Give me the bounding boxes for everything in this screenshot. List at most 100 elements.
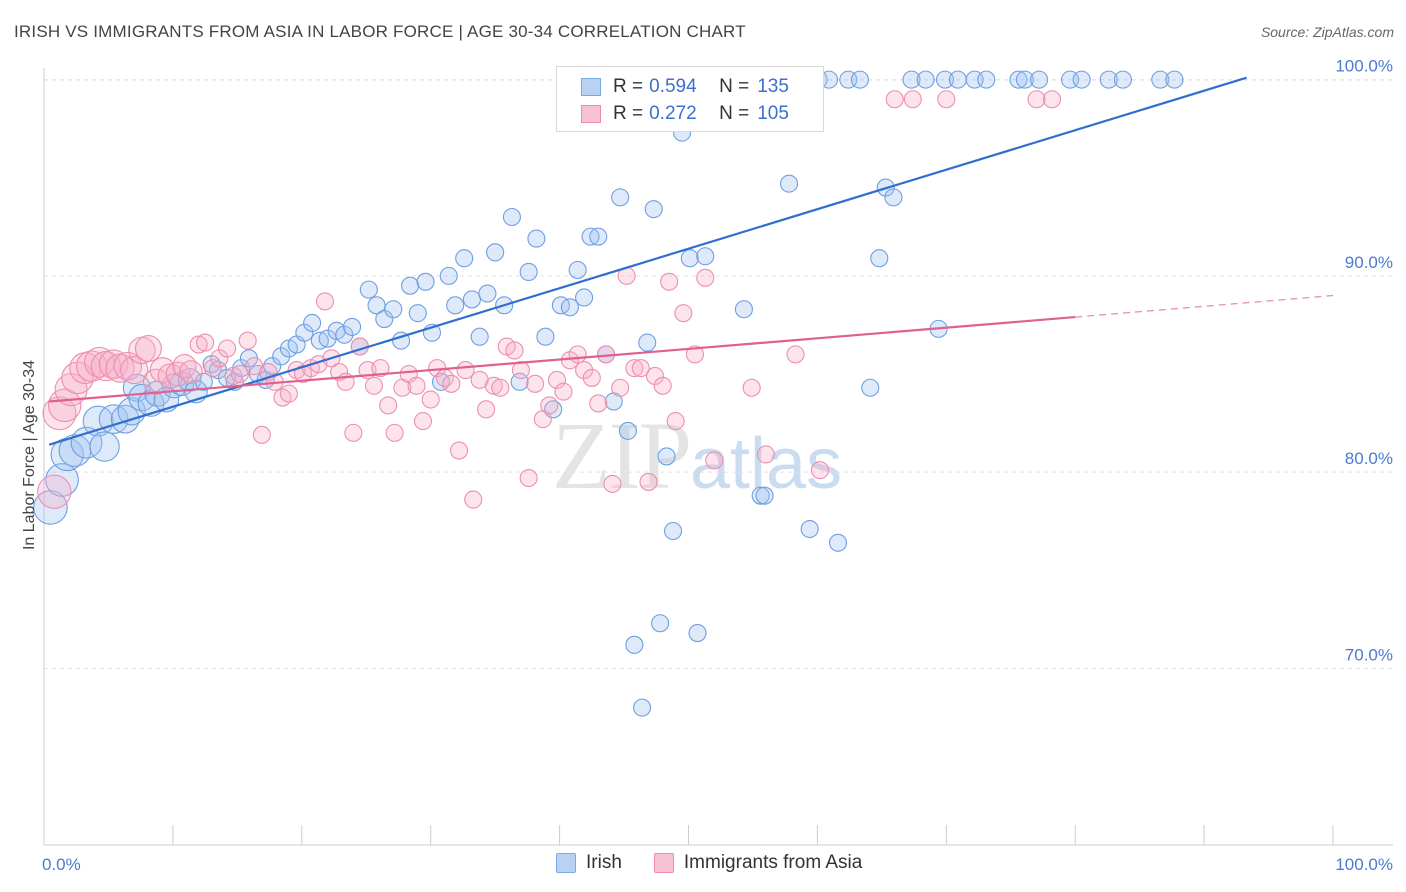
- watermark-zip: ZIP: [552, 402, 692, 509]
- data-point: [252, 425, 271, 444]
- legend-row-irish: R = 0.594 N = 135: [581, 74, 789, 100]
- data-point: [230, 364, 249, 384]
- data-point: [315, 292, 335, 311]
- data-point: [589, 227, 608, 246]
- data-point: [527, 229, 546, 248]
- data-point: [359, 280, 378, 299]
- watermark-atlas: atlas: [690, 424, 843, 504]
- data-point: [625, 635, 644, 654]
- data-point: [217, 339, 237, 358]
- data-point: [1113, 70, 1132, 89]
- data-point: [416, 272, 435, 291]
- data-point: [1151, 70, 1170, 89]
- axes: [43, 68, 1393, 846]
- data-point: [1042, 90, 1062, 109]
- data-point: [456, 361, 475, 380]
- data-point: [82, 405, 114, 437]
- data-point: [303, 313, 322, 333]
- data-point: [335, 325, 354, 344]
- data-point: [439, 266, 458, 285]
- data-point: [224, 366, 243, 386]
- data-point: [756, 445, 775, 464]
- legend-label-irish: Irish: [586, 852, 622, 873]
- data-point: [935, 70, 955, 89]
- legend-swatch-irish: [556, 853, 576, 873]
- data-point: [179, 360, 203, 384]
- trend-lines: [48, 76, 1334, 446]
- data-point: [674, 304, 693, 323]
- data-point: [477, 400, 496, 419]
- y-tick-label: 90.0%: [1345, 253, 1393, 272]
- data-point: [505, 341, 524, 360]
- data-point: [401, 276, 420, 295]
- data-point: [884, 188, 903, 207]
- data-point: [1099, 70, 1118, 89]
- data-point: [603, 474, 622, 493]
- data-point: [464, 490, 483, 509]
- data-point: [1009, 70, 1028, 89]
- data-point: [611, 378, 630, 397]
- data-point: [786, 345, 805, 364]
- source-credit: Source: ZipAtlas.com: [1260, 24, 1394, 40]
- legend-row-asia: R = 0.272 N = 105: [581, 101, 789, 127]
- data-point: [540, 396, 559, 415]
- y-tick-label: 80.0%: [1345, 449, 1393, 468]
- data-point: [696, 247, 715, 266]
- data-point: [526, 374, 545, 393]
- data-point: [644, 200, 663, 219]
- trend-line-asia: [49, 315, 1076, 403]
- data-point: [560, 298, 579, 317]
- legend-label-asia: Immigrants from Asia: [683, 852, 863, 873]
- data-point: [189, 335, 208, 354]
- data-point: [379, 396, 398, 415]
- watermark: ZIPatlas: [552, 400, 842, 511]
- data-point: [413, 412, 433, 431]
- data-point: [272, 347, 291, 366]
- data-point: [850, 70, 869, 89]
- data-point: [408, 304, 427, 323]
- y-tick-label: 100.0%: [1335, 57, 1393, 76]
- data-point: [344, 423, 363, 442]
- legend-r-value-asia: 0.272: [649, 103, 697, 124]
- data-point: [653, 376, 672, 395]
- data-point: [486, 243, 505, 262]
- legend-n-label: N =: [719, 103, 750, 124]
- data-point: [478, 284, 497, 303]
- correlation-legend: R = 0.594 N = 135 R = 0.272 N = 105: [556, 66, 824, 132]
- asia-points: [37, 90, 1062, 509]
- data-point: [384, 300, 403, 319]
- data-point: [696, 268, 715, 287]
- data-point: [742, 378, 761, 397]
- data-point: [165, 361, 191, 387]
- legend-item-irish[interactable]: Irish: [556, 852, 622, 874]
- data-point: [663, 521, 683, 541]
- data-point: [238, 331, 257, 350]
- data-point: [902, 70, 921, 89]
- data-point: [916, 70, 935, 89]
- legend-item-asia[interactable]: Immigrants from Asia: [653, 852, 863, 874]
- legend-r-label: R =: [613, 76, 644, 97]
- data-point: [948, 70, 967, 89]
- data-point: [1072, 70, 1091, 89]
- x-tick-label: 0.0%: [42, 855, 81, 874]
- data-point: [568, 345, 587, 364]
- data-point: [364, 376, 384, 395]
- data-point: [575, 361, 594, 380]
- data-point: [551, 296, 570, 315]
- data-point: [810, 461, 830, 480]
- irish-points: [33, 70, 1184, 717]
- data-point: [779, 174, 799, 193]
- data-point: [705, 451, 724, 470]
- legend-r-value-irish: 0.594: [649, 76, 697, 97]
- data-point: [582, 368, 601, 387]
- data-point: [37, 474, 72, 509]
- data-point: [547, 370, 567, 389]
- data-point: [177, 367, 202, 392]
- data-point: [977, 70, 996, 89]
- data-point: [828, 533, 848, 552]
- data-point: [421, 390, 440, 409]
- data-point: [385, 423, 404, 442]
- data-point: [455, 249, 474, 268]
- data-point: [1165, 70, 1184, 89]
- data-point: [618, 421, 637, 440]
